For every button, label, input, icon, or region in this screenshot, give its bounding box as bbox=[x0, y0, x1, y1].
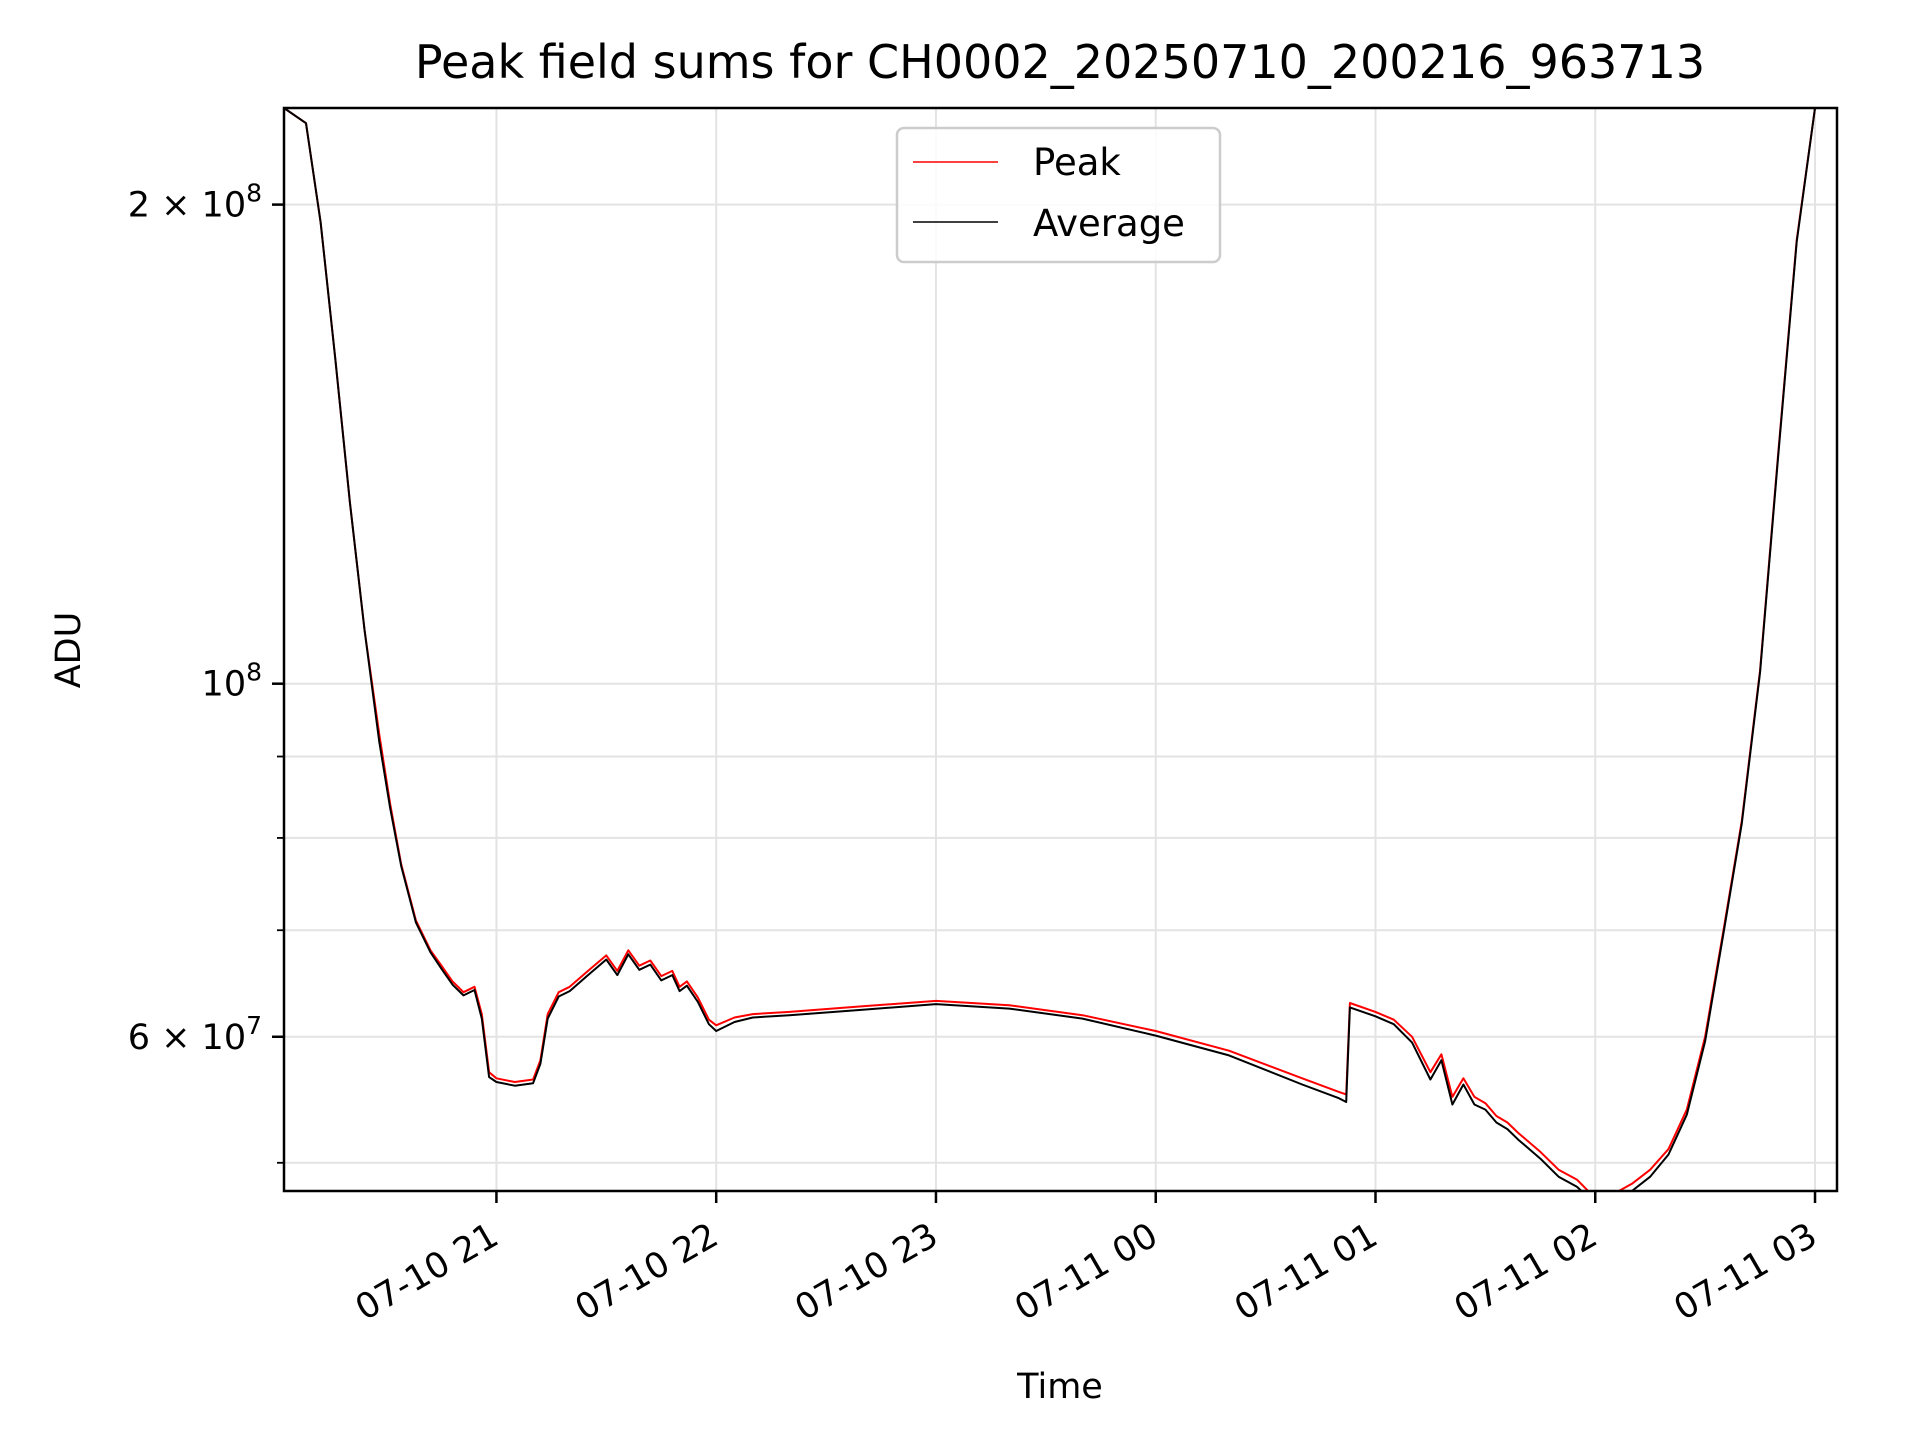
y-tick-label-exponent: 8 bbox=[246, 179, 262, 208]
grid bbox=[284, 108, 1837, 1191]
series-line-average bbox=[284, 108, 1816, 1191]
series-group bbox=[284, 108, 1816, 1191]
plot-area-frame bbox=[282, 106, 1839, 1193]
legend-peak-label: Peak bbox=[1033, 141, 1121, 184]
y-tick-label-exponent: 7 bbox=[246, 1011, 262, 1040]
series-line-peak bbox=[284, 108, 1816, 1191]
chart-title: Peak field sums for CH0002_20250710_2002… bbox=[415, 35, 1705, 89]
y-axis-title: ADU bbox=[49, 612, 89, 689]
y-tick-label-base: 2 × 10 bbox=[128, 186, 246, 226]
y-tick-label-exponent: 8 bbox=[246, 658, 262, 687]
y-tick-label: 6 × 107 bbox=[128, 1011, 262, 1058]
y-tick-label: 108 bbox=[202, 658, 262, 705]
y-tick-label-base: 10 bbox=[202, 665, 247, 705]
x-axis-title: Time bbox=[1016, 1367, 1103, 1407]
legend-average-label: Average bbox=[1033, 202, 1185, 245]
y-tick-label: 2 × 108 bbox=[128, 179, 262, 226]
legend: Peak Average bbox=[895, 126, 1222, 264]
y-tick-label-base: 6 × 10 bbox=[128, 1018, 246, 1058]
